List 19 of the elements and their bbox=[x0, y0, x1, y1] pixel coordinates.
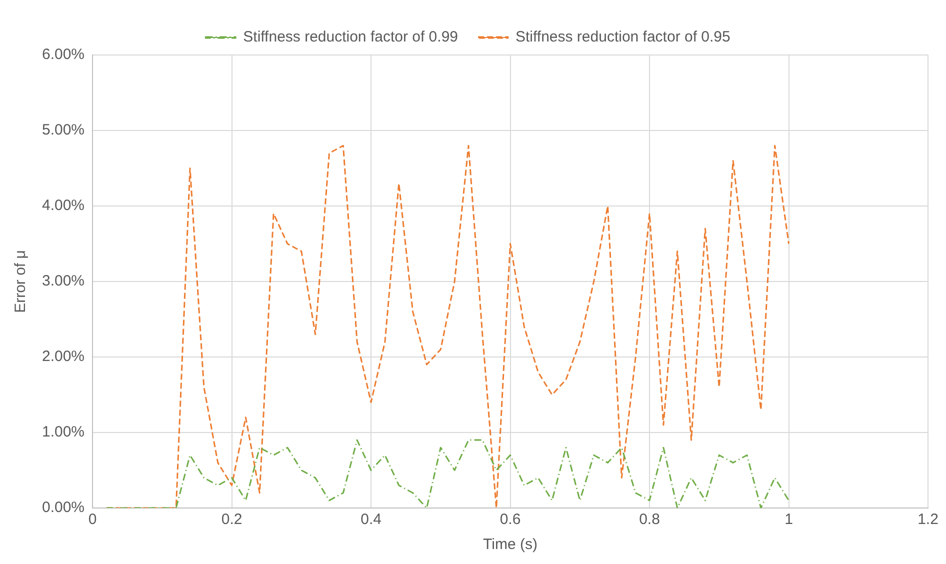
y-tick-label: 3.00% bbox=[42, 272, 85, 290]
x-axis-title: Time (s) bbox=[483, 536, 538, 554]
x-tick-label: 0.2 bbox=[221, 511, 242, 528]
y-tick-label: 5.00% bbox=[42, 122, 85, 139]
y-tick-label: 6.00% bbox=[42, 46, 85, 64]
legend-label: Stiffness reduction factor of 0.99 bbox=[243, 28, 458, 46]
x-tick-label: 0.6 bbox=[500, 511, 521, 528]
y-tick-label: 2.00% bbox=[42, 348, 85, 366]
x-tick-label: 1 bbox=[784, 511, 793, 528]
y-tick-label: 1.00% bbox=[42, 424, 85, 441]
x-tick-label: 0.8 bbox=[639, 511, 660, 528]
x-tick-label: 0 bbox=[88, 511, 97, 528]
x-tick-label: 1.2 bbox=[918, 511, 938, 528]
line-series bbox=[106, 439, 790, 508]
legend-label: Stiffness reduction factor of 0.95 bbox=[516, 28, 730, 46]
y-tick-label: 4.00% bbox=[42, 197, 85, 214]
y-axis-title: Error of μ bbox=[12, 250, 30, 313]
x-tick-label: 0.4 bbox=[360, 511, 382, 528]
y-tick-label: 0.00% bbox=[42, 499, 85, 516]
